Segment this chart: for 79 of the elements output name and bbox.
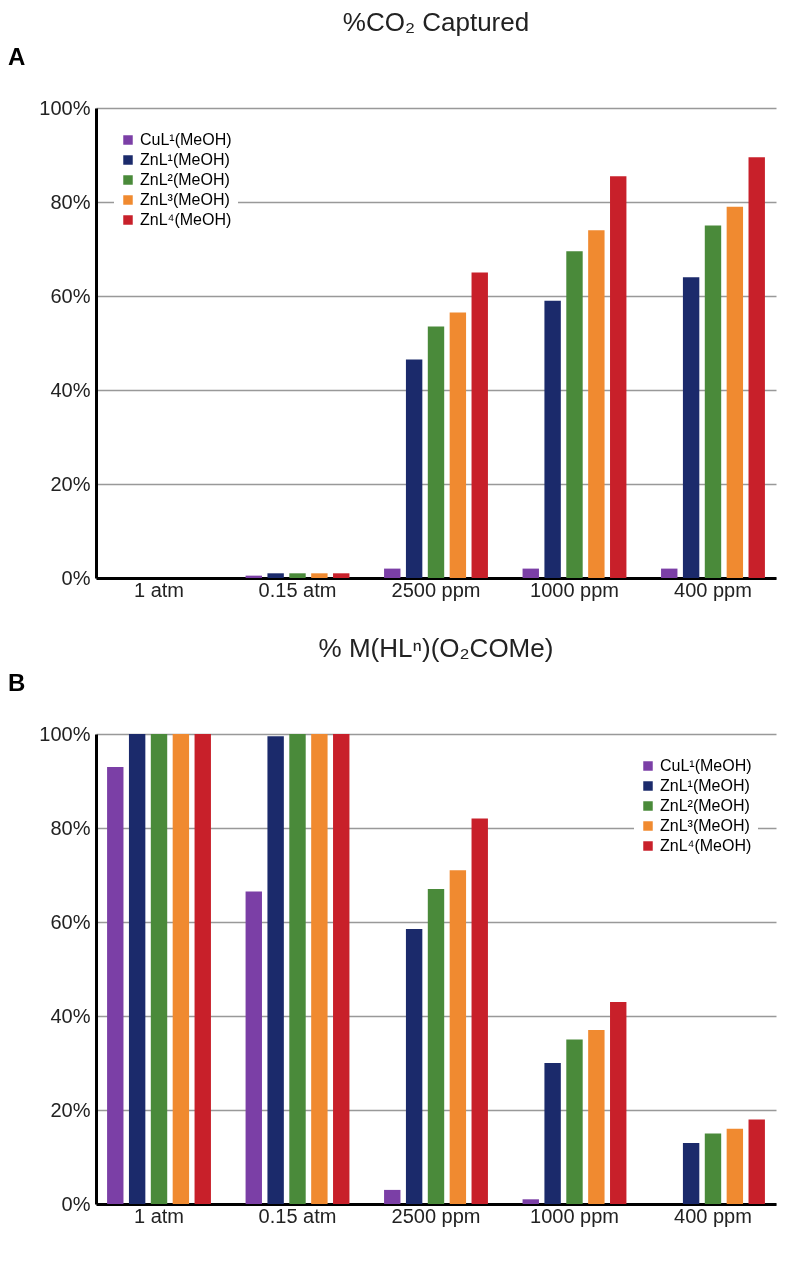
bar <box>748 157 765 578</box>
x-tick-label: 400 ppm <box>674 1204 752 1227</box>
x-tick-label: 1 atm <box>134 1204 185 1227</box>
bar <box>661 568 678 578</box>
bar <box>726 206 744 578</box>
legend-label: ZnL³(MeOH) <box>660 817 750 834</box>
bar <box>427 326 445 578</box>
bar <box>267 573 284 578</box>
bar <box>748 1119 765 1204</box>
bar <box>566 251 583 578</box>
x-tick-label: 1 atm <box>134 578 185 601</box>
y-tick-label: 0% <box>61 566 91 589</box>
x-tick-label: 1000 ppm <box>530 1204 619 1227</box>
x-tick-label: 2500 ppm <box>391 1204 481 1227</box>
chart-title: %CO₂ Captured <box>342 7 530 37</box>
bar <box>128 734 146 1204</box>
legend-label: CuL¹(MeOH) <box>660 757 752 774</box>
x-tick-label: 1000 ppm <box>530 578 619 601</box>
text: B <box>8 669 26 696</box>
legend-label: ZnL³(MeOH) <box>140 191 230 208</box>
bar <box>150 734 168 1204</box>
bar <box>682 1142 700 1204</box>
bar <box>384 568 401 578</box>
bar <box>311 734 328 1204</box>
bar <box>522 1199 539 1204</box>
bar <box>566 1039 583 1204</box>
legend-label: ZnL⁴(MeOH) <box>140 211 232 228</box>
y-tick-label: 100% <box>39 722 91 745</box>
bar <box>427 889 445 1204</box>
y-tick-label: 60% <box>50 910 91 933</box>
bar <box>610 1001 627 1204</box>
bar <box>588 1030 605 1204</box>
legend-label: ZnL¹(MeOH) <box>660 777 750 794</box>
x-tick-label: 2500 ppm <box>391 578 481 601</box>
bar <box>704 225 722 578</box>
bar <box>245 891 262 1204</box>
bar <box>267 736 284 1204</box>
bar <box>333 573 350 578</box>
chart-title: % M(HLⁿ)(O₂COMe) <box>318 633 554 663</box>
x-tick-label: 0.15 atm <box>258 1204 337 1227</box>
y-tick-label: 80% <box>50 190 91 213</box>
bar <box>682 277 700 578</box>
bar <box>449 312 467 578</box>
legend-label: ZnL¹(MeOH) <box>140 151 230 168</box>
bar <box>289 734 306 1204</box>
bar <box>610 176 627 578</box>
bar <box>726 1128 744 1204</box>
y-tick-label: 20% <box>50 472 91 495</box>
y-tick-label: 40% <box>50 1004 91 1027</box>
y-tick-label: 0% <box>61 1192 91 1215</box>
legend-label: ZnL⁴(MeOH) <box>660 837 752 854</box>
x-tick-label: 400 ppm <box>674 578 752 601</box>
y-tick-label: 20% <box>50 1098 91 1121</box>
bar <box>405 359 423 578</box>
y-tick-label: 100% <box>39 96 91 119</box>
bar <box>194 734 211 1204</box>
text: A <box>8 43 26 70</box>
y-tick-label: 60% <box>50 284 91 307</box>
bar <box>172 734 190 1204</box>
bar <box>471 818 488 1204</box>
bar <box>704 1133 722 1204</box>
legend-label: ZnL²(MeOH) <box>660 797 750 814</box>
y-tick-label: 40% <box>50 378 91 401</box>
bar <box>544 1063 561 1204</box>
bar <box>449 870 467 1204</box>
bar <box>471 272 488 578</box>
y-tick-label: 80% <box>50 816 91 839</box>
bar <box>311 573 328 578</box>
legend-label: CuL¹(MeOH) <box>140 131 232 148</box>
bar <box>405 929 423 1204</box>
bar <box>333 734 350 1204</box>
bar <box>544 300 561 578</box>
bar <box>384 1189 401 1204</box>
bar <box>588 230 605 578</box>
bar <box>289 573 306 578</box>
legend-label: ZnL²(MeOH) <box>140 171 230 188</box>
bar <box>107 766 124 1204</box>
x-tick-label: 0.15 atm <box>258 578 337 601</box>
bar <box>522 568 539 578</box>
